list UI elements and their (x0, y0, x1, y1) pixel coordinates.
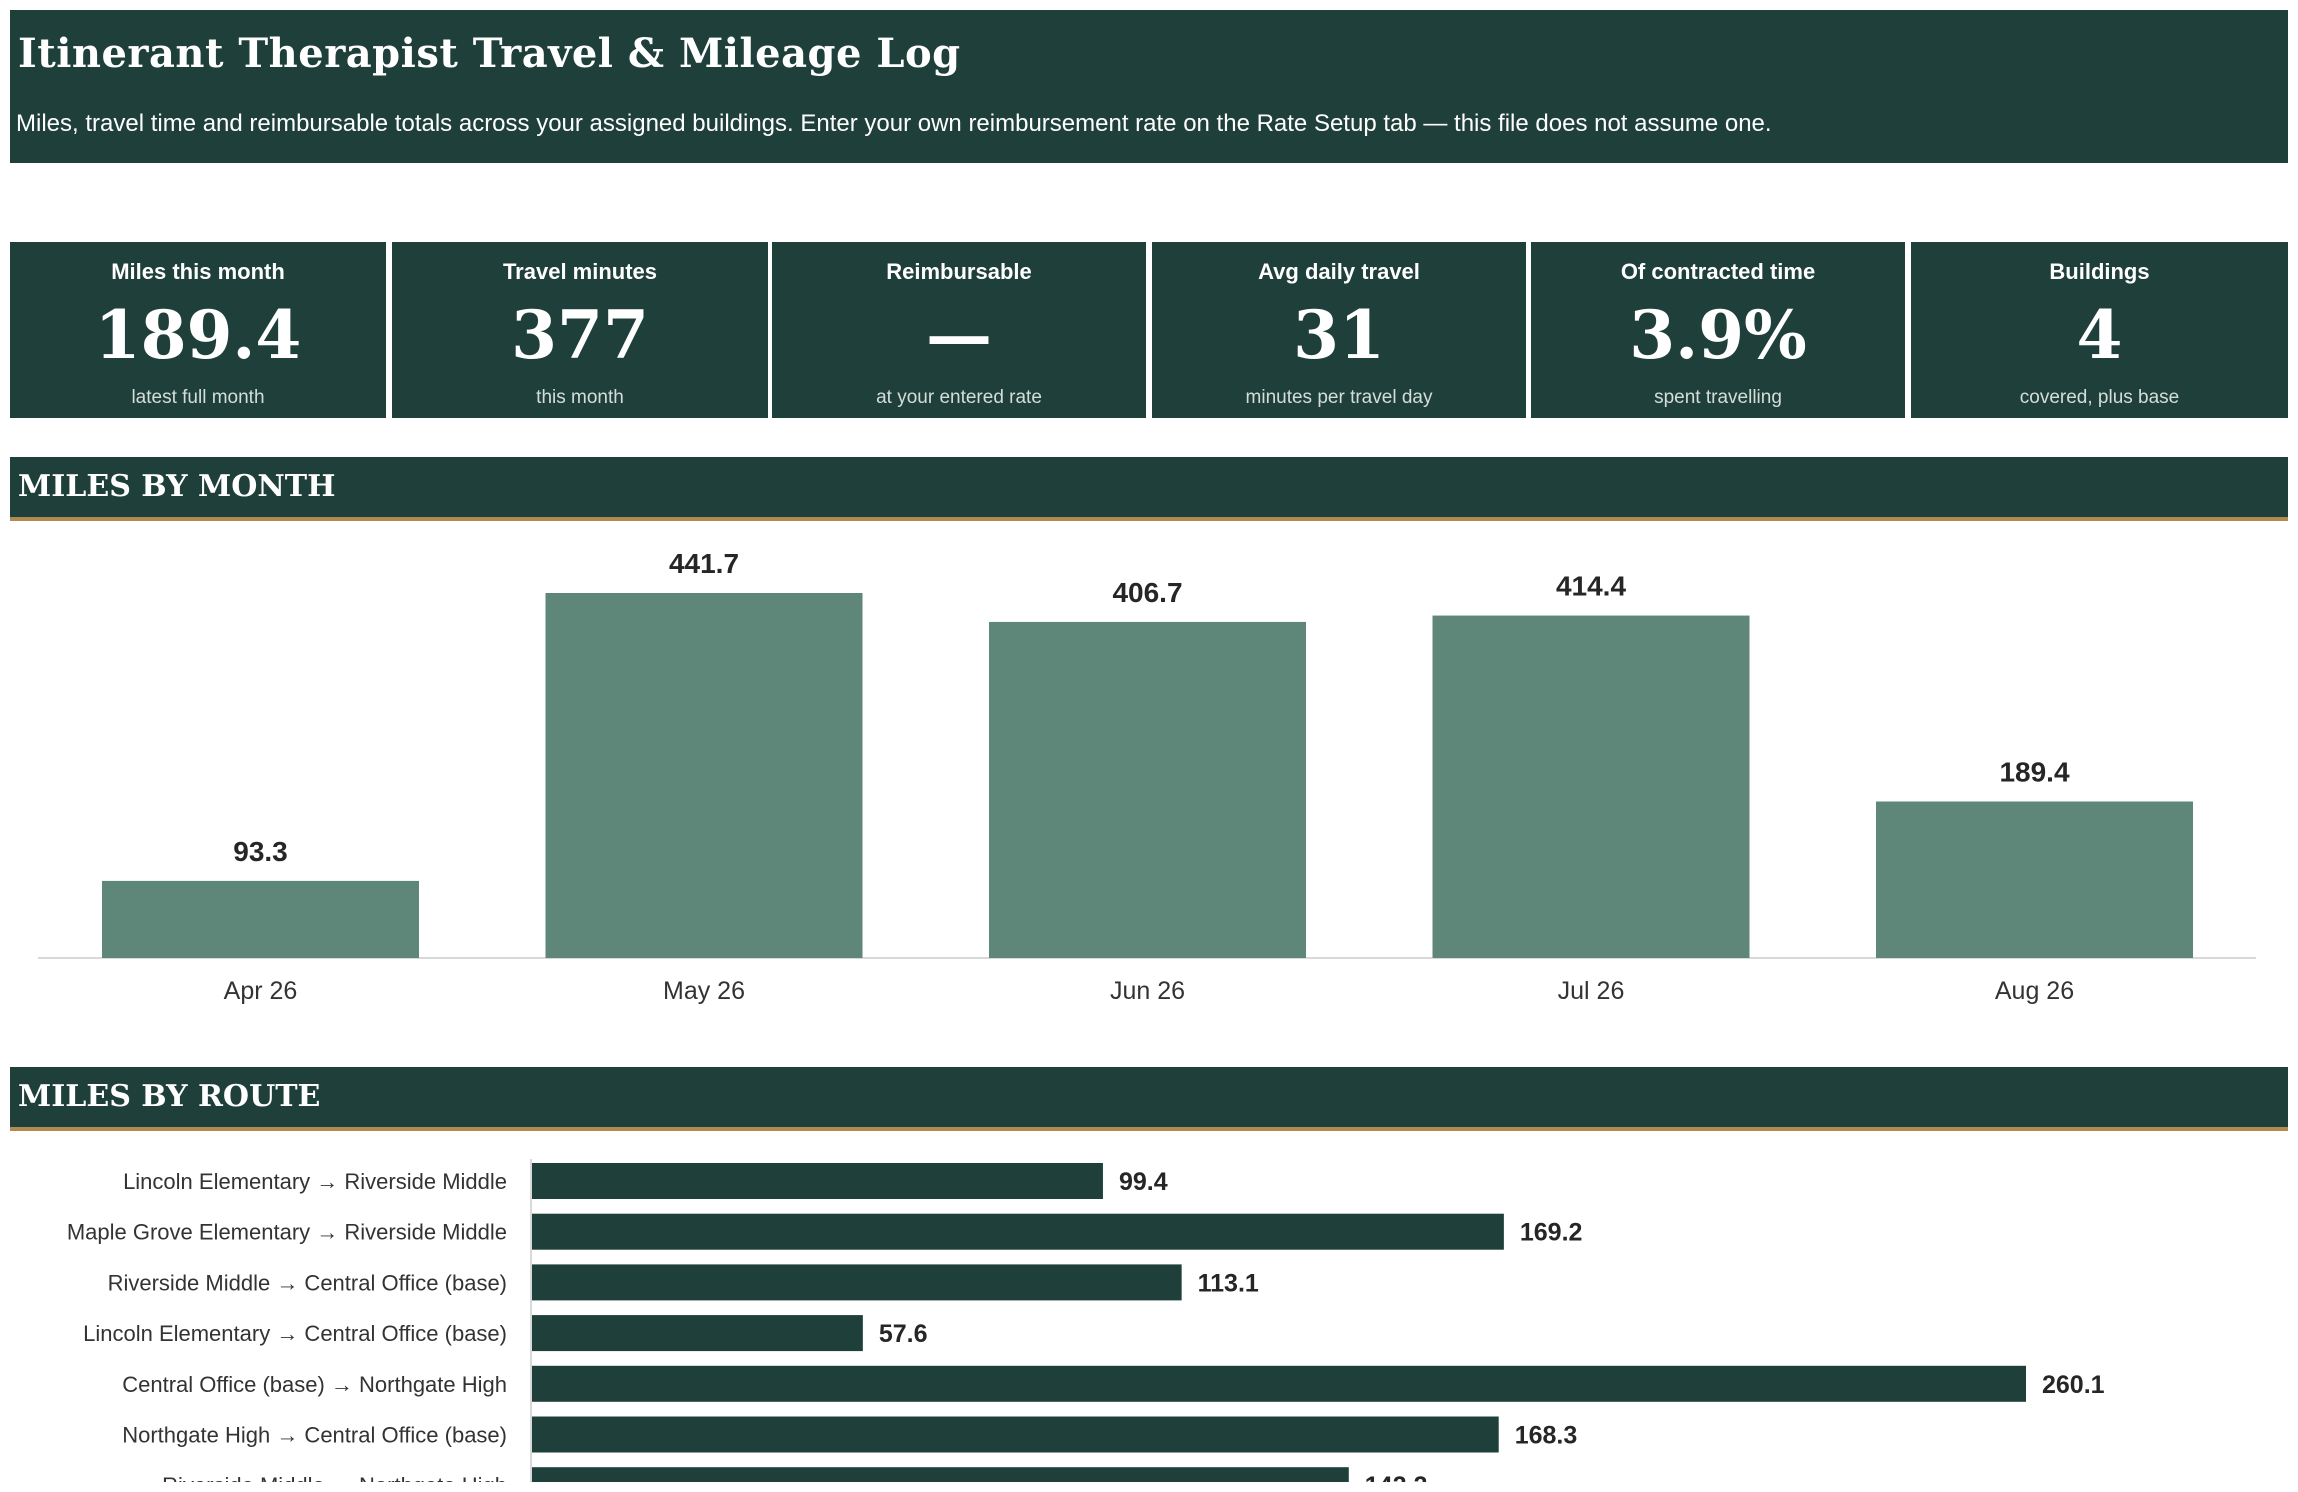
y-tick-label: Maple Grove Elementary → Riverside Middl… (67, 1220, 507, 1245)
month-bar (1876, 801, 2193, 958)
bar-data-label: 113.1 (1198, 1269, 1259, 1297)
kpi-caption: minutes per travel day (1245, 387, 1433, 408)
route-bar (532, 1365, 2026, 1402)
kpi-caption: this month (536, 387, 624, 408)
bar-data-label: 93.3 (233, 836, 288, 867)
kpi-card-miles: Miles this month 189.4 latest full month (10, 242, 386, 418)
month-bar (102, 880, 419, 958)
bar-data-label: 142.2 (1365, 1472, 1428, 1482)
y-tick-label: Central Office (base) → Northgate High (122, 1372, 507, 1397)
bar-data-label: 441.7 (669, 548, 739, 579)
kpi-card-avg-daily-travel: Avg daily travel 31 minutes per travel d… (1152, 242, 1526, 418)
kpi-value: 4 (2076, 296, 2123, 374)
bar-data-label: 414.4 (1556, 571, 1626, 602)
bar-data-label: 168.3 (1515, 1422, 1578, 1450)
section-title: MILES BY MONTH (18, 469, 336, 504)
section-header-miles-by-month: MILES BY MONTH (10, 457, 2288, 521)
miles-by-route-chart: 99.4 Lincoln Elementary → Riverside Middl… (67, 1159, 2105, 1482)
kpi-value: 31 (1293, 296, 1385, 374)
y-tick-label: Lincoln Elementary → Central Office (bas… (83, 1321, 507, 1346)
x-tick-label: Jun 26 (1110, 977, 1185, 1005)
month-bar (1432, 615, 1750, 958)
kpi-label: Travel minutes (502, 259, 658, 284)
bar-data-label: 169.2 (1520, 1219, 1583, 1247)
month-bar (989, 621, 1306, 958)
kpi-caption: latest full month (131, 387, 265, 408)
y-tick-label: Riverside Middle → Northgate High (162, 1473, 507, 1482)
route-bar (532, 1315, 863, 1352)
kpi-label: Avg daily travel (1258, 259, 1420, 284)
bar-data-label: 406.7 (1112, 577, 1182, 608)
y-tick-label: Northgate High → Central Office (base) (122, 1423, 507, 1448)
route-bar (532, 1163, 1103, 1199)
kpi-card-reimbursable: Reimbursable — at your entered rate (772, 242, 1146, 418)
kpi-caption: at your entered rate (876, 387, 1042, 408)
route-bar (532, 1467, 1349, 1482)
kpi-label: Miles this month (111, 259, 285, 284)
kpi-label: Reimbursable (886, 259, 1032, 284)
kpi-card-contracted-time: Of contracted time 3.9% spent travelling (1531, 242, 1905, 418)
kpi-value: — (926, 296, 992, 374)
kpi-value: 3.9% (1629, 296, 1807, 374)
month-bar (545, 593, 863, 958)
route-bar (532, 1213, 1504, 1250)
kpi-label: Buildings (2049, 259, 2150, 284)
bar-data-label: 99.4 (1119, 1168, 1168, 1196)
kpi-card-travel-minutes: Travel minutes 377 this month (392, 242, 768, 418)
kpi-label: Of contracted time (1620, 259, 1816, 284)
x-tick-label: Apr 26 (224, 977, 298, 1005)
route-bar (532, 1264, 1182, 1301)
x-tick-label: Jul 26 (1558, 977, 1625, 1005)
kpi-value: 189.4 (94, 296, 302, 374)
route-bar (532, 1416, 1499, 1453)
section-header-miles-by-route: MILES BY ROUTE (10, 1067, 2288, 1131)
bar-data-label: 260.1 (2042, 1371, 2105, 1399)
bar-data-label: 189.4 (1999, 756, 2069, 787)
page-subtitle: Miles, travel time and reimbursable tota… (16, 110, 1772, 137)
kpi-value: 377 (511, 296, 649, 374)
y-tick-label: Lincoln Elementary → Riverside Middle (123, 1169, 507, 1194)
page-title: Itinerant Therapist Travel & Mileage Log (18, 30, 961, 77)
kpi-card-buildings: Buildings 4 covered, plus base (1911, 242, 2288, 418)
miles-by-month-chart: 93.3 Apr 26 441.7 May 26 406.7 Jun 26 414.4 Jul… (38, 548, 2256, 1005)
x-tick-label: May 26 (663, 977, 745, 1005)
kpi-caption: covered, plus base (2019, 387, 2180, 408)
kpi-caption: spent travelling (1654, 387, 1782, 408)
section-title: MILES BY ROUTE (18, 1079, 321, 1114)
bar-data-label: 57.6 (879, 1320, 928, 1348)
y-tick-label: Riverside Middle → Central Office (base) (108, 1270, 507, 1295)
dashboard-header: Itinerant Therapist Travel & Mileage Log… (10, 10, 2288, 163)
x-tick-label: Aug 26 (1995, 977, 2074, 1005)
